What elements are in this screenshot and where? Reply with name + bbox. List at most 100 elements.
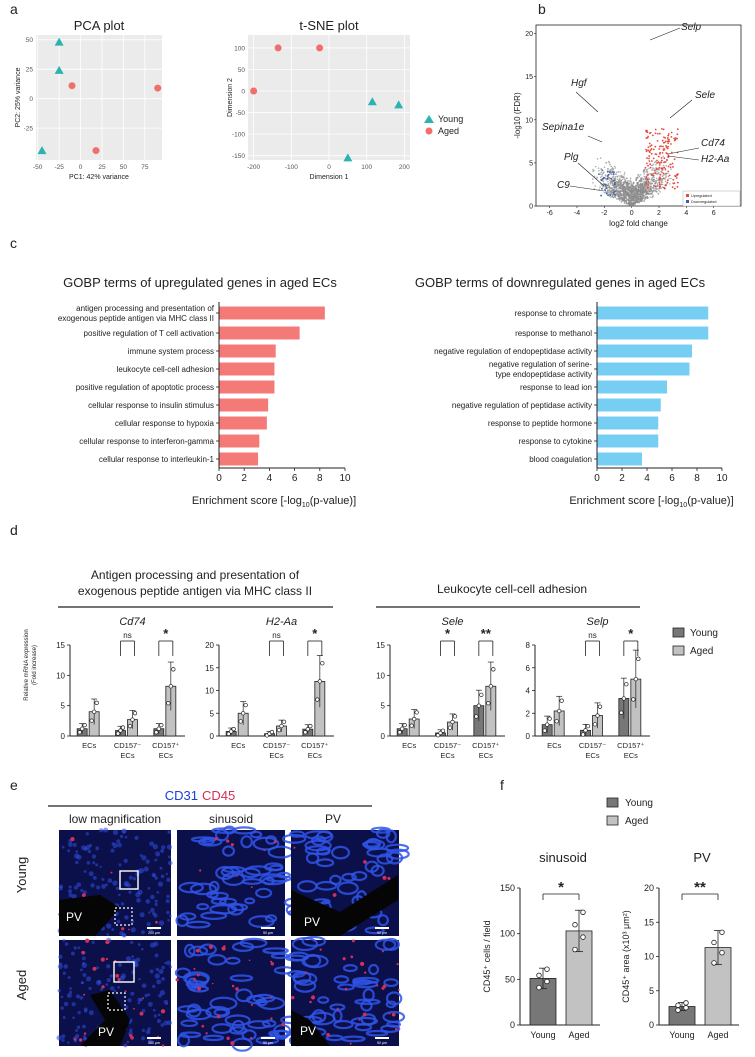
volcano-point <box>603 171 605 173</box>
volcano-point <box>615 189 618 191</box>
e-cd45-signal <box>387 876 391 880</box>
volcano-point <box>648 172 650 175</box>
f-legend-aged-label: Aged <box>625 816 648 827</box>
volcano-point <box>619 197 622 200</box>
volcano-point <box>615 184 618 187</box>
e-micrograph-texture <box>147 887 151 890</box>
volcano-point <box>664 173 666 176</box>
volcano-point-up <box>667 133 670 135</box>
d-data-point <box>491 667 496 672</box>
e-micrograph-texture <box>167 1020 173 1026</box>
volcano-point <box>648 188 651 190</box>
volcano-point <box>653 161 656 164</box>
c-down-bar-label: negative regulation of serine- <box>489 360 593 369</box>
e-micrograph-texture <box>336 881 359 895</box>
volcano-point <box>609 183 612 185</box>
volcano-point <box>622 195 624 198</box>
volcano-point <box>650 181 652 183</box>
e-micrograph-texture <box>144 993 148 998</box>
volcano-point <box>624 190 627 192</box>
e-micrograph-texture <box>105 883 108 887</box>
volcano-point-up <box>654 153 657 155</box>
e-micrograph-texture <box>154 858 158 862</box>
e-micrograph-texture <box>231 941 255 952</box>
volcano-point <box>602 172 604 175</box>
e-cd45-signal <box>293 846 296 849</box>
e-micrograph-texture <box>244 865 272 876</box>
volcano-point <box>634 201 636 204</box>
e-micrograph-texture <box>166 894 170 899</box>
d-data-point <box>397 730 402 735</box>
volcano-point-up <box>645 150 648 153</box>
c-down-bar-label: response to peptide hormone <box>488 419 593 428</box>
volcano-point-up <box>676 133 679 136</box>
volcano-point <box>612 190 614 192</box>
e-micrograph-texture <box>315 880 338 891</box>
volcano-point-down <box>614 190 616 193</box>
volcano-point <box>630 181 633 183</box>
e-cd45-signal <box>396 962 399 966</box>
e-cd45-signal <box>81 893 86 898</box>
pca-x-tick-label: -25 <box>54 164 64 171</box>
volcano-x-tick-label: 4 <box>684 210 688 217</box>
e-micrograph-texture <box>291 937 319 952</box>
pca-x-tick-label: -50 <box>33 164 43 171</box>
e-micrograph-texture <box>360 999 373 1012</box>
e-micrograph-texture <box>200 911 228 920</box>
e-micrograph-texture <box>76 854 82 860</box>
d-data-point <box>479 692 484 697</box>
e-cd45-signal <box>85 938 90 943</box>
volcano-point <box>620 201 623 203</box>
volcano-point-up <box>654 185 657 188</box>
volcano-point-up <box>649 145 652 148</box>
e-cd45-signal <box>235 987 239 991</box>
e-micrograph-texture <box>180 1019 199 1028</box>
e-cd45-signal <box>363 860 367 864</box>
d-x-tick-label: ECs <box>308 751 322 760</box>
d-data-point <box>92 709 97 714</box>
volcano-point <box>652 186 655 189</box>
f-y-tick-label: 100 <box>500 929 515 939</box>
e-stain-cd45: CD45 <box>202 788 235 803</box>
volcano-point-up <box>649 149 652 152</box>
panel-letter-c: c <box>10 235 17 251</box>
volcano-point <box>608 186 611 189</box>
volcano-point-up <box>673 182 676 185</box>
e-micrograph-texture <box>141 855 147 861</box>
volcano-point-up <box>665 172 667 175</box>
e-pv-lumen <box>291 875 398 936</box>
volcano-point <box>617 193 620 196</box>
f-data-point <box>675 1007 681 1013</box>
e-micrograph-texture <box>154 902 158 907</box>
volcano-point <box>640 193 643 196</box>
volcano-point <box>594 185 596 187</box>
volcano-point <box>664 180 667 183</box>
volcano-point <box>665 165 668 167</box>
e-micrograph-texture <box>95 863 99 867</box>
e-micrograph-texture <box>135 872 140 877</box>
f-legend-aged-swatch <box>606 815 619 826</box>
c-up-bar-label: cellular response to insulin stimulus <box>88 401 214 410</box>
d-y-tick-label: 2 <box>526 709 531 718</box>
d-data-point <box>115 731 121 736</box>
volcano-point-down <box>613 183 616 186</box>
d-data-point <box>238 719 243 724</box>
volcano-point <box>630 188 633 191</box>
e-cd45-signal <box>250 1003 254 1006</box>
e-micrograph-texture <box>385 1000 397 1009</box>
e-micrograph-texture <box>207 954 227 966</box>
volcano-point-up <box>647 146 650 149</box>
e-cd45-signal <box>214 837 218 841</box>
e-micrograph-texture <box>105 983 109 987</box>
e-micrograph-texture <box>163 1020 169 1026</box>
c-up-bar-label: positive regulation of apoptotic process <box>76 383 214 392</box>
volcano-point <box>608 189 611 192</box>
e-micrograph-texture <box>235 988 253 1003</box>
e-micrograph-texture <box>113 989 117 993</box>
volcano-point <box>654 182 656 185</box>
e-micrograph-texture <box>130 991 135 996</box>
e-micrograph-texture <box>103 827 109 833</box>
e-micrograph-texture <box>95 846 100 851</box>
volcano-point <box>656 170 658 173</box>
legend-aged-label: Aged <box>438 126 459 136</box>
